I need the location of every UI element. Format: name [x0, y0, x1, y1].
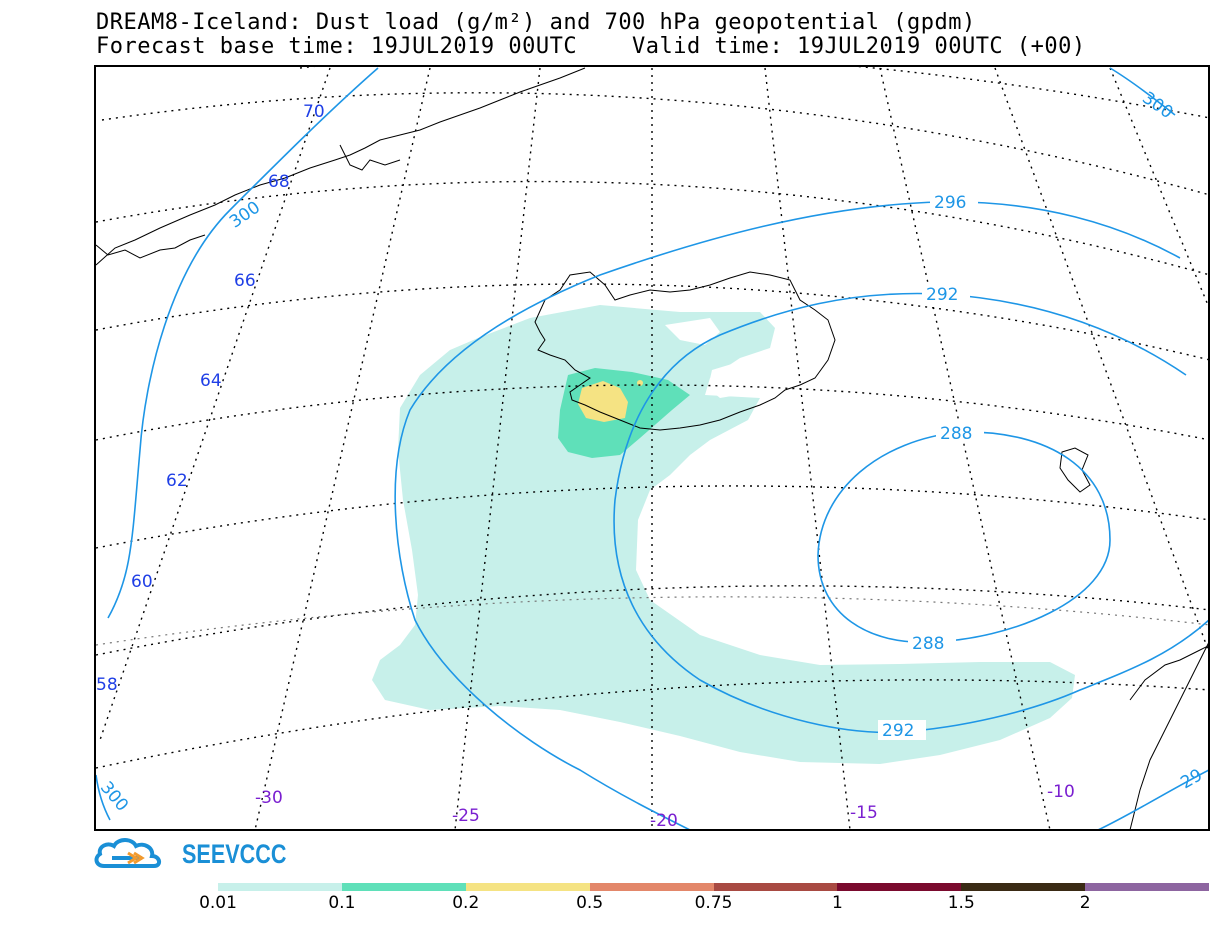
latitude-gridlines-faint	[95, 596, 1209, 646]
map-frame	[94, 65, 1210, 831]
contour-label: 29	[1177, 765, 1206, 793]
lon-label: -30	[255, 788, 283, 808]
seevccc-logo: SEEVCCC	[94, 836, 313, 872]
lat-label: 60	[131, 572, 153, 592]
colorbar-label: 0.01	[199, 893, 237, 913]
contour-label: 292	[882, 721, 914, 741]
logo-text: SEEVCCC	[182, 838, 287, 869]
contour-300-west	[107, 67, 379, 619]
map-title: DREAM8-Iceland: Dust load (g/m²) and 700…	[96, 10, 976, 35]
dust-gap-east	[708, 360, 780, 398]
longitude-gridlines	[99, 67, 1209, 830]
contour-300-sw	[95, 774, 111, 821]
longitude-labels: -30 -25 -20 -15 -10	[255, 782, 1075, 831]
lon-label: -25	[452, 806, 480, 826]
lat-label: 68	[268, 172, 290, 192]
contour-label: 300	[96, 778, 132, 816]
colorbar-segment	[218, 883, 342, 891]
colorbar-label: 0.1	[328, 893, 356, 913]
colorbar	[218, 883, 1209, 891]
dust-region-high	[578, 381, 628, 422]
colorbar-segment	[341, 883, 466, 891]
faroe-islands	[1059, 447, 1091, 493]
map-content	[95, 66, 1209, 830]
cloud-logo-icon	[94, 838, 161, 868]
latitude-gridlines	[95, 66, 1209, 769]
colorbar-segment	[961, 883, 1086, 891]
lat-label: 64	[200, 371, 222, 391]
latitude-labels: 70 68 66 64 62 60 58	[96, 102, 325, 695]
contour-label: 300	[1138, 88, 1176, 123]
lon-label: -10	[1047, 782, 1075, 802]
coastlines	[95, 67, 1209, 830]
contour-label: 288	[940, 424, 972, 444]
contour-label: 288	[912, 634, 944, 654]
lat-label: 62	[166, 471, 188, 491]
colorbar-segment	[837, 883, 962, 891]
dust-region-low	[372, 305, 1075, 764]
lon-label: -15	[850, 803, 878, 823]
colorbar-segment	[713, 883, 838, 891]
colorbar-label: 2	[1079, 893, 1091, 913]
colorbar-label: 0.5	[576, 893, 604, 913]
colorbar-label: 0.75	[694, 893, 733, 913]
colorbar-label: 1	[831, 893, 843, 913]
lat-label: 66	[234, 271, 256, 291]
map-subtitle: Forecast base time: 19JUL2019 00UTC Vali…	[96, 34, 1086, 59]
colorbar-segment	[465, 883, 590, 891]
greenland-coast	[95, 67, 586, 266]
contour-label: 292	[926, 285, 958, 305]
colorbar-segment	[589, 883, 714, 891]
iceland-coast	[534, 271, 836, 431]
lon-label: -20	[650, 811, 678, 831]
colorbar-segment	[1085, 883, 1209, 891]
colorbar-label: 0.2	[452, 893, 480, 913]
norway-coast	[1129, 640, 1209, 830]
contour-29x-se	[1097, 769, 1209, 830]
dust-gap-north	[665, 318, 720, 345]
lat-label: 58	[96, 675, 118, 695]
contour-label: 296	[934, 193, 966, 213]
contour-300-ne	[1109, 67, 1176, 116]
colorbar-label: 1.5	[947, 893, 975, 913]
lat-label: 70	[303, 102, 325, 122]
contour-label: 300	[226, 198, 264, 233]
